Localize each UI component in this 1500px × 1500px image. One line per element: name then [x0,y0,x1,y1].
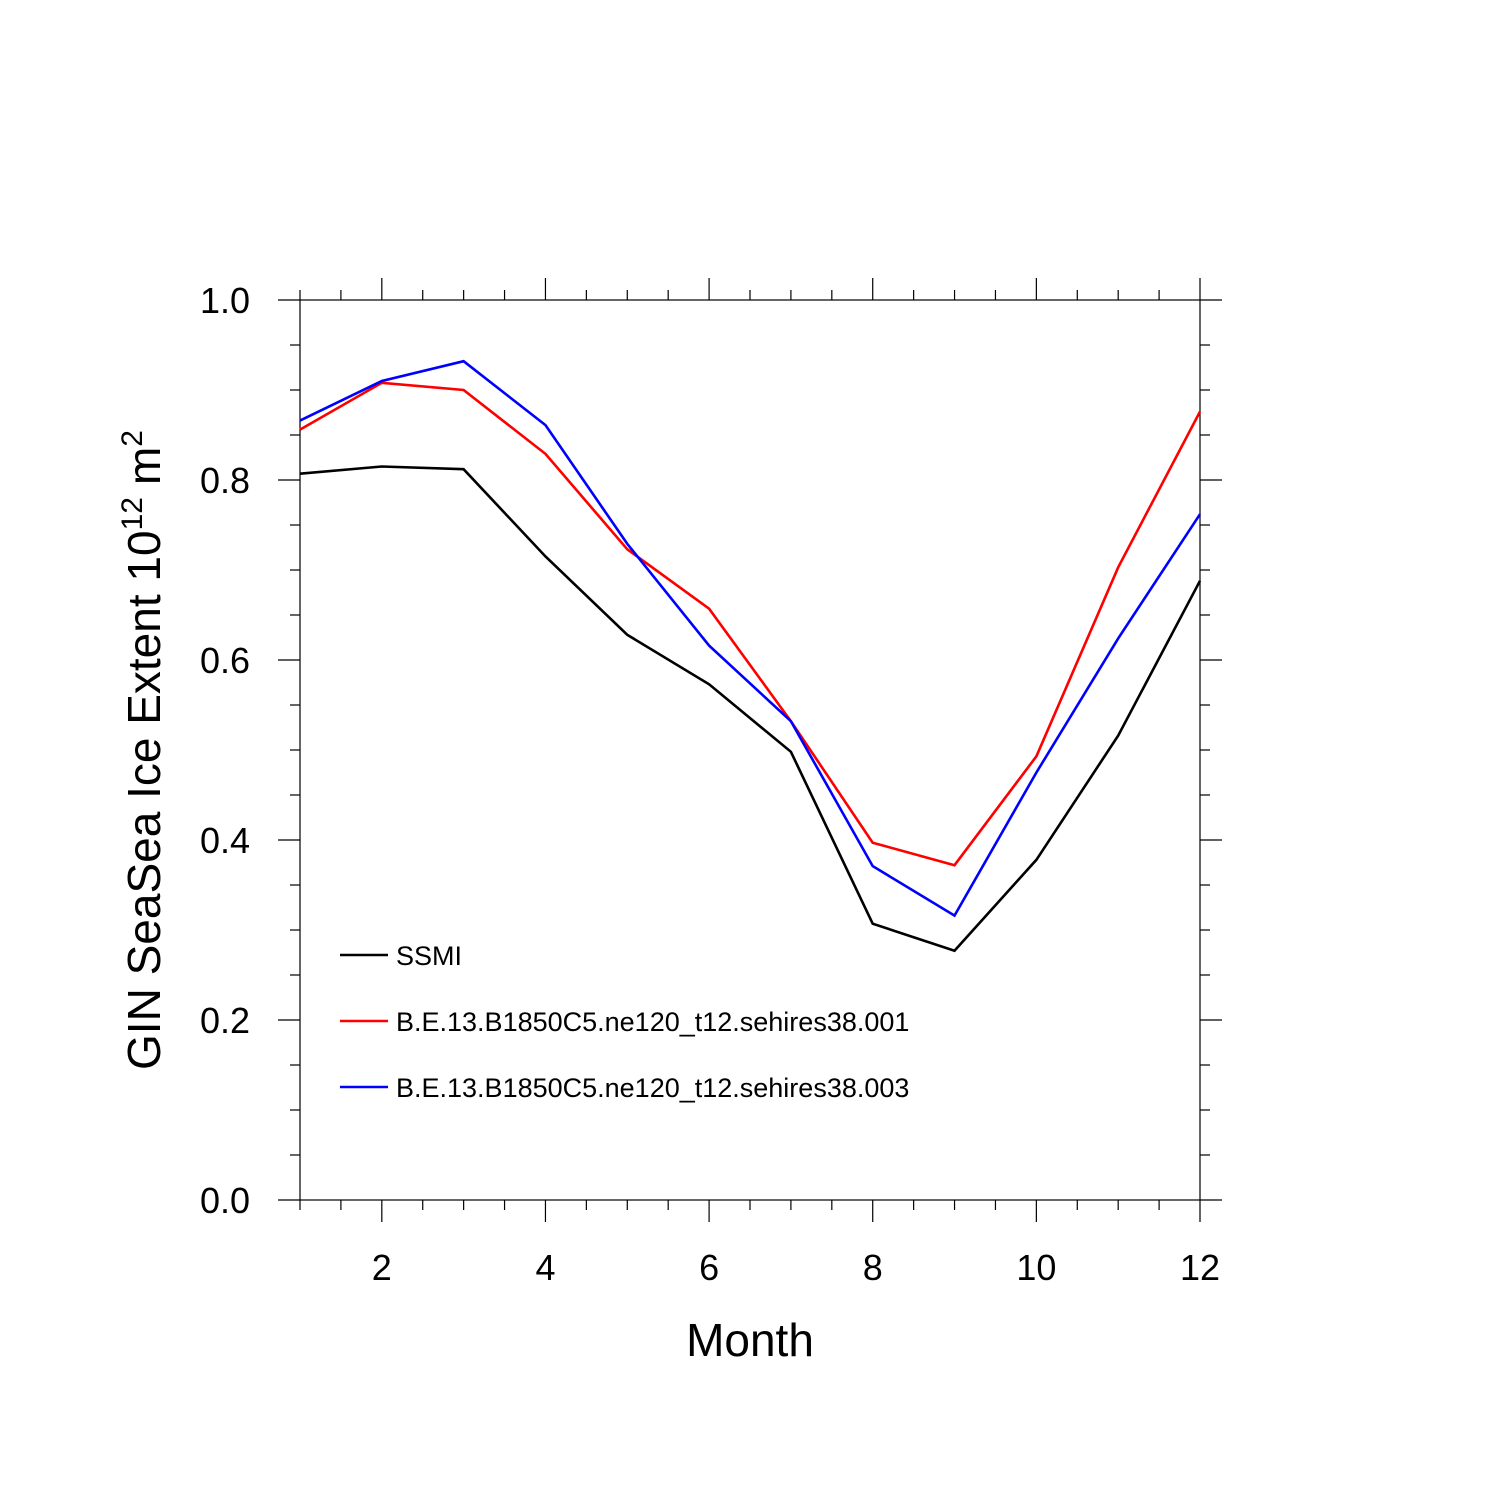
y-tick-label: 0.8 [200,460,250,501]
y-tick-label: 0.0 [200,1180,250,1221]
axes: 2 4 6 8 10 12 0.0 0.2 0.4 0.6 0.8 1.0 [200,278,1222,1288]
y-tick-label: 0.2 [200,1000,250,1041]
x-tick-label: 10 [1016,1247,1056,1288]
x-tick-label: 8 [863,1247,883,1288]
series-lines [299,359,1202,953]
y-tick-label: 1.0 [200,280,250,321]
y-axis-title-main: GIN SeaSea Ice Extent 10 [118,530,170,1070]
y-axis-title: GIN SeaSea Ice Extent 1012 m2 [116,430,170,1070]
y-axis-title-unit-exponent: 2 [116,430,149,447]
y-axis-title-unit: m [118,447,170,485]
y-tick-label: 0.6 [200,640,250,681]
series-line-3 [299,359,1202,918]
y-tick-label: 0.4 [200,820,250,861]
legend-label-1: SSMI [396,941,462,971]
series-line-2 [299,381,1202,867]
x-tick-label: 12 [1180,1247,1220,1288]
y-axis-title-exponent: 12 [116,497,149,530]
legend-label-3: B.E.13.B1850C5.ne120_t12.sehires38.003 [396,1073,909,1103]
series-line-1 [299,465,1202,953]
x-axis-title: Month [686,1314,814,1366]
x-tick-label: 2 [372,1247,392,1288]
x-tick-label: 4 [535,1247,555,1288]
plot-frame [299,299,1201,1201]
x-tick-label: 6 [699,1247,719,1288]
legend-label-2: B.E.13.B1850C5.ne120_t12.sehires38.001 [396,1007,909,1037]
legend: SSMI B.E.13.B1850C5.ne120_t12.sehires38.0… [340,941,909,1103]
